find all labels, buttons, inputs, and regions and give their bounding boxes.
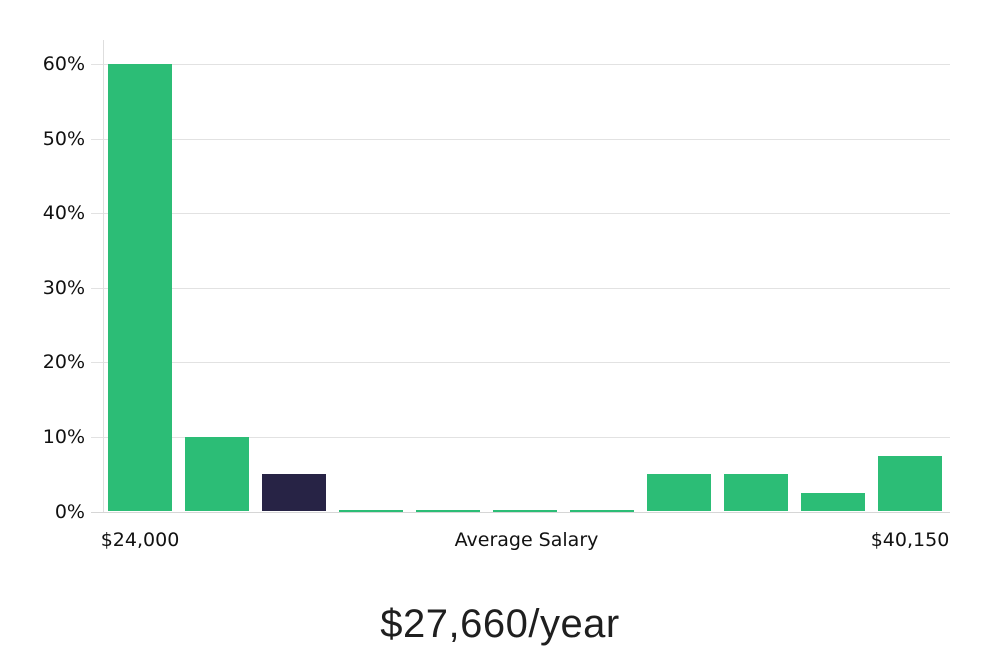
salary-bucket-bar [108,64,172,512]
gridline-20% [91,362,950,364]
gridline-30% [91,287,950,289]
gridline-40% [91,213,950,215]
salary-bucket-bar [878,455,942,512]
y-tick-label: 0% [54,500,85,523]
y-tick-label: 60% [42,53,85,76]
gridline-10% [91,436,950,438]
gridline-50% [91,138,950,140]
salary-bucket-bar [416,509,480,512]
salary-bucket-bar [493,509,557,512]
salary-bucket-bar [185,436,249,512]
x-axis-label-center: Average Salary [454,529,599,551]
salary-bucket-bar [339,509,403,512]
y-tick-label: 40% [42,202,85,225]
y-tick-label: 10% [42,425,85,448]
average-salary-title: $27,660/year [380,602,620,646]
gridline-60% [91,64,950,66]
x-axis-label-first-bar: $24,000 [100,529,180,551]
average-salary-bar [262,474,326,512]
x-axis-label-last-bar: $40,150 [870,529,950,551]
y-tick-label: 30% [42,276,85,299]
y-axis-line [103,40,104,512]
salary-bucket-bar [647,474,711,512]
y-tick-label: 20% [42,351,85,374]
gridline-0% [91,511,950,513]
y-tick-label: 50% [42,127,85,150]
salary-bucket-bar [724,474,788,512]
salary-bucket-bar [801,492,865,512]
salary-bucket-bar [570,509,634,512]
